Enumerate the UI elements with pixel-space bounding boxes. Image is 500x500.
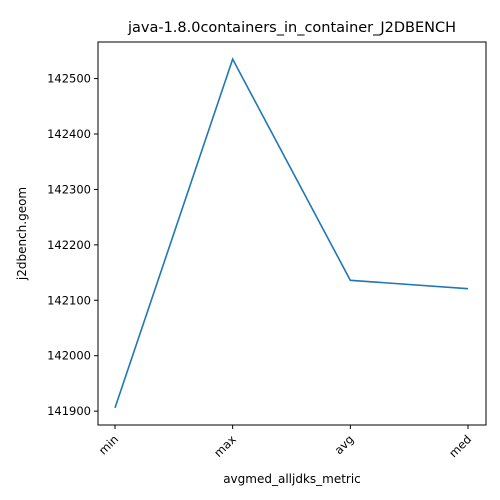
plot-frame [98,42,486,425]
x-tick-label: min [96,432,121,457]
y-axis: 141900 142000 142100 142200 142300 142400 1425… [47,72,98,419]
x-tick-label: avg [332,432,357,457]
x-tick-label: med [446,432,474,460]
y-tick-label: 142400 [47,127,91,141]
y-tick-label: 142000 [47,349,91,363]
series-line [115,59,468,408]
y-axis-label: j2dbench.geom [15,187,29,281]
x-axis: min max avg med [96,425,474,460]
x-tick-label: max [211,432,239,460]
y-tick-label: 142300 [47,182,91,196]
chart-title: java-1.8.0containers_in_container_J2DBEN… [127,20,456,36]
y-tick-label: 142100 [47,293,91,307]
y-tick-label: 142500 [47,72,91,86]
y-tick-label: 142200 [47,238,91,252]
x-axis-label: avgmed_alljdks_metric [223,472,361,486]
y-tick-label: 141900 [47,404,91,418]
